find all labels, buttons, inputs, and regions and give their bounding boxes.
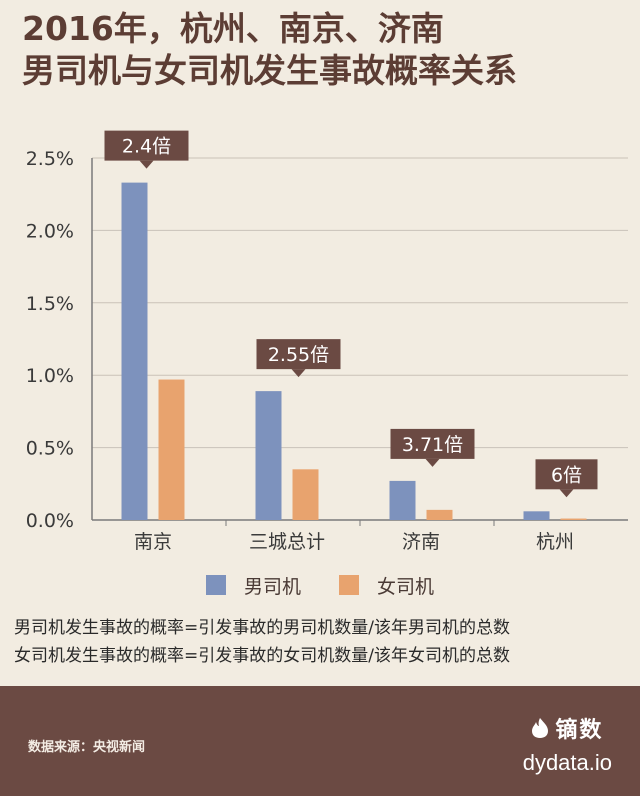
ratio-label: 2.4倍 <box>122 136 171 158</box>
bar-female <box>426 509 453 520</box>
y-tick-label: 1.5% <box>26 293 74 315</box>
data-source: 数据来源：央视新闻 <box>28 740 146 755</box>
formula-note-female: 女司机发生事故的概率=引发事故的女司机数量/该年女司机的总数 <box>14 646 510 666</box>
footer: 数据来源：央视新闻 镝数 dydata.io <box>0 686 640 796</box>
x-tick-label: 杭州 <box>536 531 574 553</box>
ratio-callout-pointer <box>559 489 574 498</box>
ratio-callout-box <box>535 459 598 490</box>
formula-notes: 男司机发生事故的概率=引发事故的男司机数量/该年男司机的总数 女司机发生事故的概… <box>14 614 640 670</box>
y-tick-label: 0.5% <box>26 438 74 460</box>
chart-title: 2016年，杭州、南京、济南 男司机与女司机发生事故概率关系 <box>22 8 622 92</box>
formula-note-male: 男司机发生事故的概率=引发事故的男司机数量/该年男司机的总数 <box>14 618 510 638</box>
brand-url: dydata.io <box>522 750 612 775</box>
legend-swatch-female <box>339 575 360 595</box>
ratio-callout-box <box>390 428 475 459</box>
legend-swatch-male <box>206 575 226 595</box>
x-tick-label: 三城总计 <box>249 531 325 553</box>
legend-label-male: 男司机 <box>244 575 302 598</box>
ratio-callout-box <box>104 130 189 161</box>
legend-item-female: 女司机 <box>339 572 434 599</box>
bar-female <box>560 518 587 520</box>
brand: 镝数 dydata.io <box>523 712 612 776</box>
flame-icon <box>532 718 549 738</box>
legend-item-male: 男司机 <box>206 572 301 599</box>
bar-female <box>292 469 319 520</box>
x-tick-label: 济南 <box>402 531 440 553</box>
y-tick-label: 2.5% <box>26 148 74 170</box>
ratio-label: 6倍 <box>551 464 582 486</box>
legend-label-female: 女司机 <box>377 575 435 598</box>
y-tick-label: 1.0% <box>26 365 74 387</box>
y-tick-label: 2.0% <box>26 220 74 242</box>
y-tick-label: 0.0% <box>26 510 74 532</box>
bar-male <box>121 182 148 520</box>
ratio-callout-box <box>256 339 341 370</box>
bar-female <box>158 379 185 520</box>
brand-cn-text: 镝数 <box>555 718 604 743</box>
ratio-callout-pointer <box>425 458 440 467</box>
bar-male <box>523 511 550 520</box>
legend: 男司机 女司机 <box>206 572 472 598</box>
ratio-callout-pointer <box>291 369 306 378</box>
x-tick-label: 南京 <box>134 531 172 553</box>
brand-name: 镝数 <box>523 712 612 744</box>
bar-male <box>255 391 282 520</box>
title-line-2: 男司机与女司机发生事故概率关系 <box>22 51 517 90</box>
ratio-label: 3.71倍 <box>402 434 463 456</box>
title-line-1: 2016年，杭州、南京、济南 <box>22 9 444 48</box>
bar-male <box>389 480 416 520</box>
ratio-label: 2.55倍 <box>268 344 329 366</box>
ratio-callout-pointer <box>139 160 154 169</box>
